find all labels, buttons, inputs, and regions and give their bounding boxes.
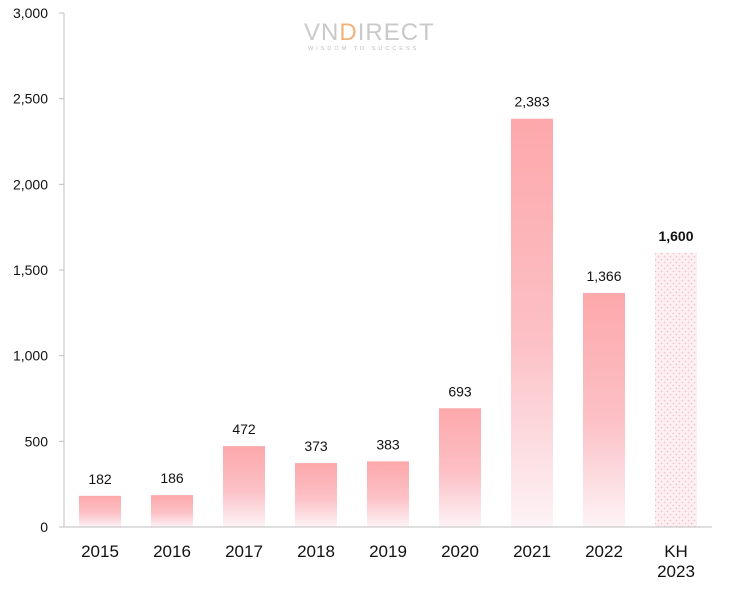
bar <box>367 461 409 527</box>
bar <box>511 118 553 527</box>
y-tick-label: 2,500 <box>13 91 48 107</box>
y-tick-label: 0 <box>40 519 48 535</box>
data-label: 373 <box>304 438 328 454</box>
svg-text:VNDIRECT: VNDIRECT <box>304 19 435 46</box>
y-tick-label: 2,000 <box>13 176 48 192</box>
data-label: 186 <box>160 470 184 486</box>
x-tick-label: 2016 <box>153 542 191 561</box>
x-tick-label: 2021 <box>513 542 551 561</box>
bar <box>295 463 337 527</box>
x-tick-label: 2015 <box>81 542 119 561</box>
bar <box>583 292 625 527</box>
bar <box>79 495 121 527</box>
y-tick-label: 1,500 <box>13 262 48 278</box>
x-tick-label: KH <box>664 542 688 561</box>
data-label: 1,366 <box>586 268 621 284</box>
y-tick-label: 1,000 <box>13 348 48 364</box>
bar-plan <box>655 252 697 527</box>
brand-logo: VNDIRECT WISDOM TO SUCCESS <box>304 19 435 52</box>
y-axis: 0 500 1,000 1,500 2,000 2,500 3,000 <box>13 5 65 535</box>
brand-tagline: WISDOM TO SUCCESS <box>308 46 419 52</box>
data-label: 693 <box>448 383 472 399</box>
bar <box>439 408 481 527</box>
bars-group: 182 186 472 373 383 693 2,383 1,366 1,600 <box>79 94 697 527</box>
brand-name-accent: D <box>339 19 357 46</box>
data-label: 1,600 <box>658 228 693 244</box>
brand-name-suffix: IRECT <box>358 19 435 46</box>
brand-name-prefix: VN <box>304 19 339 46</box>
x-tick-label: 2017 <box>225 542 263 561</box>
x-tick-label: 2019 <box>369 542 407 561</box>
x-tick-label: 2018 <box>297 542 335 561</box>
y-tick-label: 3,000 <box>13 5 48 21</box>
x-tick-label: 2023 <box>657 562 695 581</box>
bar <box>151 495 193 527</box>
data-label: 472 <box>232 421 256 437</box>
bar <box>223 446 265 527</box>
data-label: 2,383 <box>514 94 549 110</box>
y-tick-label: 500 <box>25 433 49 449</box>
data-label: 383 <box>376 436 400 452</box>
data-label: 182 <box>88 471 112 487</box>
x-tick-label: 2020 <box>441 542 479 561</box>
x-tick-label: 2022 <box>585 542 623 561</box>
